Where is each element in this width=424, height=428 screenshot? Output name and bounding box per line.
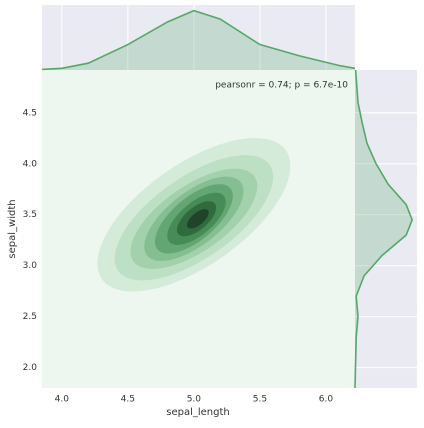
- contour: [186, 209, 209, 229]
- y-tick-label: 3.5: [23, 210, 37, 220]
- top-panel: [42, 5, 355, 70]
- contours: [97, 137, 291, 292]
- x-tick-label: 4.5: [121, 395, 135, 405]
- y-tick-label: 4.0: [23, 159, 38, 169]
- y-tick-label: 3.0: [23, 261, 38, 271]
- y-label: sepal_width: [7, 199, 18, 258]
- annotation: pearsonr = 0.74; p = 6.7e-10: [215, 81, 348, 91]
- x-tick-label: 5.5: [253, 395, 267, 405]
- density-line: [354, 69, 414, 389]
- x-tick-label: 5.0: [187, 395, 202, 405]
- x-label: sepal_length: [166, 407, 230, 418]
- x-tick-label: 4.0: [55, 395, 70, 405]
- y-tick-label: 2.5: [23, 312, 37, 322]
- x-tick-label: 6.0: [319, 395, 334, 405]
- y-tick-label: 2.0: [23, 363, 38, 373]
- density-line: [41, 9, 356, 71]
- y-tick-label: 4.5: [23, 108, 37, 118]
- density-area: [42, 10, 355, 70]
- right-panel: [355, 70, 417, 388]
